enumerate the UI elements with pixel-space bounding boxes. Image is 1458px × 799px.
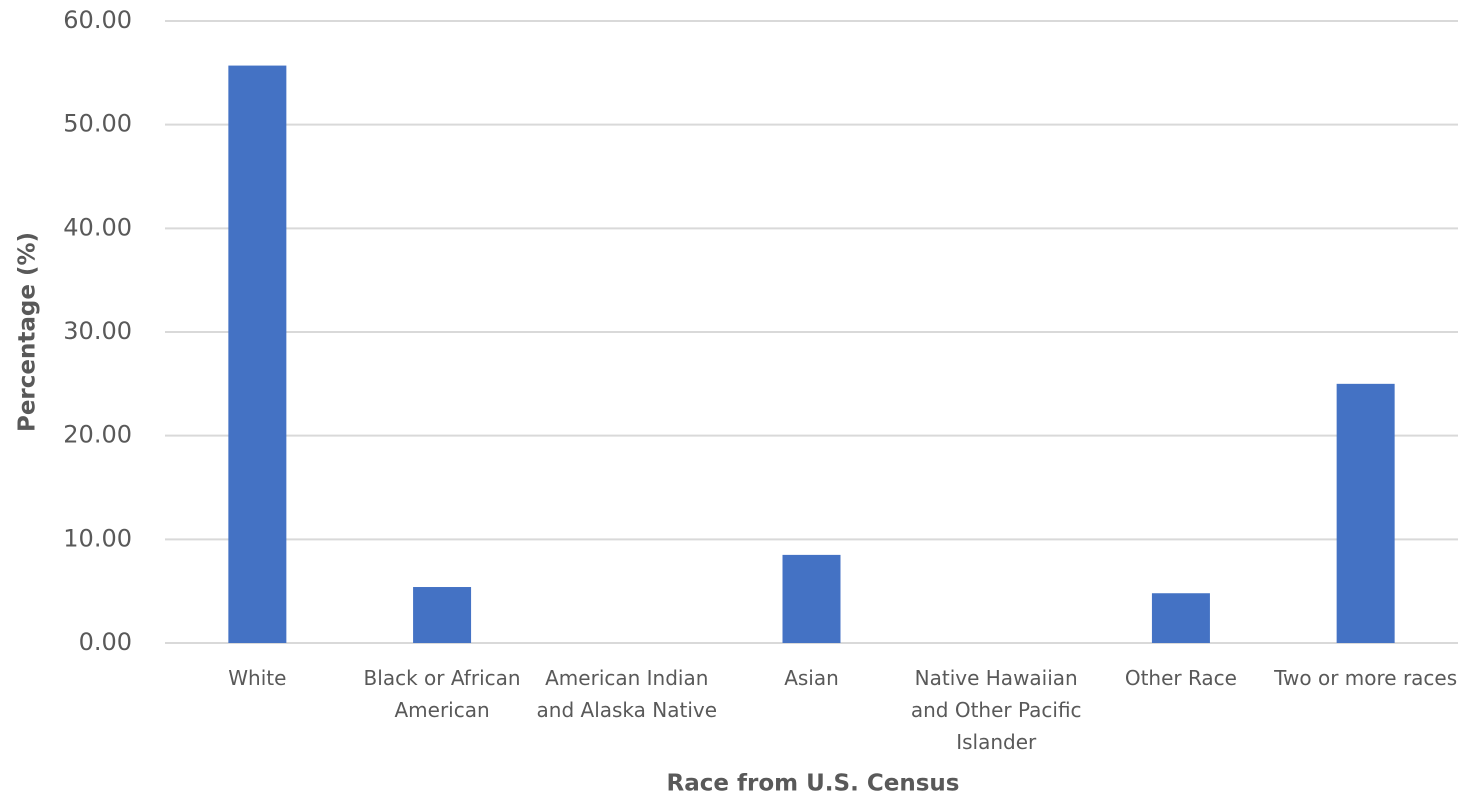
y-tick-label: 50.00 [63, 110, 132, 138]
y-tick-label: 60.00 [63, 6, 132, 34]
y-axis-title: Percentage (%) [15, 232, 41, 432]
y-tick-label: 30.00 [63, 317, 132, 345]
x-tick-label: Asian [784, 666, 839, 690]
x-tick-label: Black or African American [363, 666, 521, 722]
bar [782, 554, 841, 643]
y-tick-label: 0.00 [79, 628, 132, 656]
x-tick-label: Native Hawaiian and Other Pacific Island… [910, 666, 1082, 754]
x-tick-label: Two or more races [1274, 666, 1458, 690]
y-tick-label: 20.00 [63, 421, 132, 449]
x-tick-label: Other Race [1124, 666, 1237, 690]
y-tick-label: 10.00 [63, 524, 132, 552]
x-tick-label: White [228, 666, 287, 690]
bar [1336, 383, 1395, 643]
y-tick-label: 40.00 [63, 213, 132, 241]
x-axis-title: Race from U.S. Census [667, 771, 960, 797]
bar [228, 65, 287, 644]
bar [413, 587, 472, 643]
x-tick-label: American Indian and Alaska Native [536, 666, 718, 722]
bar [1151, 593, 1210, 643]
